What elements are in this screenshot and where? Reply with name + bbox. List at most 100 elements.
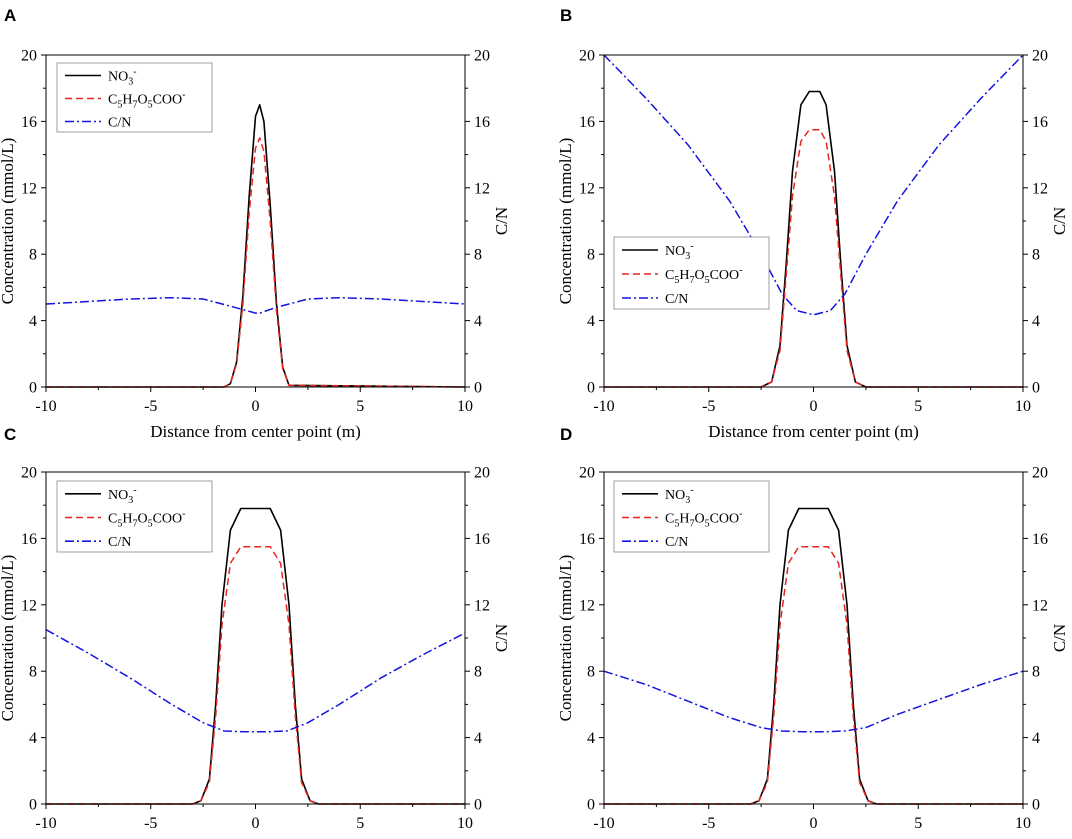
series-line-no3	[46, 507, 465, 805]
y2-axis-label: C/N	[1050, 624, 1069, 652]
legend-label: C/N	[665, 292, 688, 307]
legend: NO3- C5H7O5COO- C/N	[613, 480, 770, 553]
x-tick-label: 5	[914, 815, 922, 832]
y-tick-label: 16	[21, 114, 37, 131]
legend-label: C5H7O5COO-	[665, 509, 743, 530]
legend-label: NO3-	[108, 485, 137, 506]
y2-tick-label: 4	[1032, 313, 1040, 330]
y2-tick-label: 12	[1032, 180, 1048, 197]
y2-tick-label: 20	[1032, 465, 1048, 482]
legend-label: C5H7O5COO-	[108, 90, 186, 111]
x-tick-label: 0	[252, 815, 260, 832]
y-tick-label: 0	[29, 797, 37, 814]
series-line-c5h7o5coo	[604, 545, 1023, 805]
y2-tick-label: 8	[474, 664, 482, 681]
series-line-c5h7o5coo	[46, 545, 465, 805]
legend: NO3- C5H7O5COO- C/N	[56, 480, 213, 553]
y-tick-label: 0	[587, 380, 595, 397]
x-axis-label: Distance from center point (m)	[708, 422, 919, 441]
legend-label: C/N	[108, 116, 131, 131]
y-tick-label: 20	[579, 465, 595, 482]
legend-label: C/N	[108, 535, 131, 550]
legend-label: C5H7O5COO-	[108, 509, 186, 530]
legend-box	[56, 62, 213, 133]
y-tick-label: 8	[587, 664, 595, 681]
x-tick-label: 5	[356, 398, 364, 415]
y-tick-label: 20	[579, 48, 595, 65]
x-tick-label: -10	[593, 398, 614, 415]
y2-tick-label: 12	[474, 180, 490, 197]
y2-tick-label: 8	[1032, 664, 1040, 681]
y-tick-label: 4	[587, 730, 595, 747]
series-line-cn	[46, 296, 465, 314]
x-tick-label: -5	[144, 815, 157, 832]
x-tick-label: 0	[810, 398, 818, 415]
y2-axis-label: C/N	[492, 624, 511, 652]
y2-tick-label: 0	[1032, 380, 1040, 397]
y-tick-label: 20	[21, 465, 37, 482]
y2-tick-label: 16	[1032, 114, 1048, 131]
series-line-no3	[604, 507, 1023, 805]
legend-label: NO3-	[108, 67, 137, 88]
y2-tick-label: 4	[474, 730, 482, 747]
series-group	[604, 54, 1023, 388]
x-tick-label: 5	[356, 815, 364, 832]
series-line-cn	[46, 629, 465, 733]
y-axis-label: Concentration (mmol/L)	[0, 138, 17, 305]
y-tick-label: 16	[21, 531, 37, 548]
y-tick-label: 0	[29, 380, 37, 397]
y-tick-label: 8	[29, 664, 37, 681]
y2-tick-label: 8	[474, 247, 482, 264]
panel-letter: D	[560, 425, 572, 444]
panel-letter: A	[4, 6, 16, 25]
x-tick-label: 10	[457, 815, 473, 832]
x-tick-label: -10	[35, 398, 56, 415]
y2-axis-label: C/N	[1050, 207, 1069, 235]
legend: NO3-C5H7O5COO-C/N	[613, 236, 770, 310]
x-tick-label: -5	[144, 398, 157, 415]
y-tick-label: 4	[29, 313, 37, 330]
x-tick-label: 5	[914, 398, 922, 415]
y2-tick-label: 0	[1032, 797, 1040, 814]
series-line-cn	[604, 670, 1023, 733]
x-tick-label: 10	[1015, 398, 1031, 415]
x-tick-label: -10	[593, 815, 614, 832]
series-line-c5h7o5coo	[604, 128, 1023, 388]
plot-frame	[603, 54, 1024, 388]
legend-box	[613, 480, 770, 553]
series-group	[46, 104, 465, 388]
y-axis-label: Concentration (mmol/L)	[0, 555, 17, 722]
y2-tick-label: 12	[474, 597, 490, 614]
y-tick-label: 4	[587, 313, 595, 330]
y-tick-label: 0	[587, 797, 595, 814]
series-line-cn	[604, 54, 1023, 316]
x-tick-label: -5	[702, 815, 715, 832]
series-group	[604, 507, 1023, 805]
legend-label: C/N	[665, 535, 688, 550]
y-tick-label: 8	[29, 247, 37, 264]
y2-tick-label: 4	[474, 313, 482, 330]
y-tick-label: 8	[587, 247, 595, 264]
legend-box	[613, 236, 770, 310]
y2-tick-label: 8	[1032, 247, 1040, 264]
y2-tick-label: 16	[474, 531, 490, 548]
panel-letter: B	[560, 6, 572, 25]
y2-tick-label: 12	[1032, 597, 1048, 614]
y-tick-label: 12	[21, 180, 37, 197]
y-tick-label: 16	[579, 114, 595, 131]
y2-tick-label: 4	[1032, 730, 1040, 747]
legend: NO3-C5H7O5COO- C/N	[56, 62, 213, 133]
legend-label: NO3-	[665, 485, 694, 506]
y-tick-label: 20	[21, 48, 37, 65]
series-group	[46, 507, 465, 805]
series-line-c5h7o5coo	[46, 137, 465, 388]
y2-tick-label: 16	[1032, 531, 1048, 548]
x-axis-label: Distance from center point (m)	[150, 422, 361, 441]
legend-label: C5H7O5COO-	[665, 265, 743, 286]
legend-box	[56, 480, 213, 553]
y-axis-label: Concentration (mmol/L)	[556, 138, 575, 305]
